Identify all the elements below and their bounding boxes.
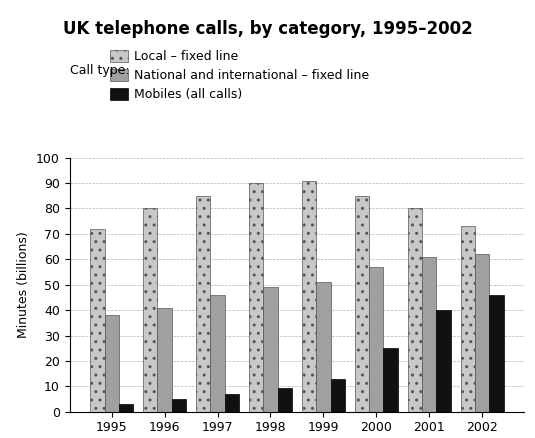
- Legend: Local – fixed line, National and international – fixed line, Mobiles (all calls): Local – fixed line, National and interna…: [110, 50, 369, 101]
- Bar: [490, 295, 503, 412]
- Bar: [422, 257, 437, 412]
- Bar: [90, 229, 104, 412]
- Bar: [249, 183, 263, 412]
- Bar: [331, 379, 345, 412]
- Bar: [384, 348, 398, 412]
- Bar: [355, 196, 369, 412]
- Bar: [143, 208, 157, 412]
- Bar: [437, 310, 450, 412]
- Bar: [316, 282, 331, 412]
- Bar: [225, 394, 239, 412]
- Bar: [369, 267, 384, 412]
- Bar: [119, 404, 133, 412]
- Bar: [278, 388, 292, 412]
- Y-axis label: Minutes (billions): Minutes (billions): [18, 231, 30, 338]
- Bar: [475, 254, 490, 412]
- Text: UK telephone calls, by category, 1995–2002: UK telephone calls, by category, 1995–20…: [63, 20, 472, 38]
- Bar: [210, 295, 225, 412]
- Bar: [408, 208, 422, 412]
- Bar: [461, 226, 475, 412]
- Text: Call type:: Call type:: [70, 64, 129, 77]
- Bar: [104, 315, 119, 412]
- Bar: [172, 399, 186, 412]
- Bar: [196, 196, 210, 412]
- Bar: [302, 180, 316, 412]
- Bar: [263, 287, 278, 412]
- Bar: [157, 307, 172, 412]
